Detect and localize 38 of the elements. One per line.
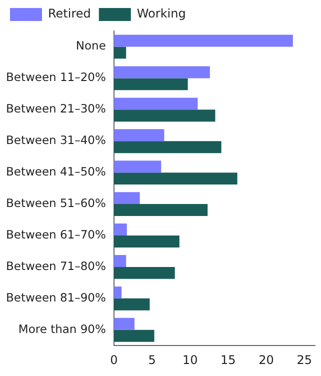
x-tick-label: 10 bbox=[182, 352, 198, 367]
bar bbox=[114, 286, 122, 298]
bar bbox=[114, 204, 208, 216]
y-tick-label: Between 31–40% bbox=[6, 133, 106, 148]
bar bbox=[114, 78, 188, 90]
bar bbox=[114, 110, 216, 122]
bar bbox=[114, 34, 293, 47]
y-tick-label: Between 21–30% bbox=[6, 102, 106, 116]
bar bbox=[114, 330, 154, 342]
bar bbox=[114, 141, 222, 154]
bar bbox=[114, 172, 238, 185]
y-tick-label: Between 71–80% bbox=[6, 258, 106, 273]
y-tick-label: Between 81–90% bbox=[6, 290, 106, 304]
x-tick-label: 5 bbox=[148, 352, 156, 367]
bar bbox=[114, 160, 162, 173]
legend-label: Retired bbox=[48, 6, 91, 21]
x-tick-label: 0 bbox=[110, 352, 118, 367]
bar bbox=[114, 192, 140, 204]
bar bbox=[114, 98, 198, 110]
x-tick-label: 15 bbox=[220, 352, 236, 367]
y-tick-label: More than 90% bbox=[18, 322, 106, 336]
bar bbox=[114, 129, 164, 142]
y-tick-label: Between 61–70% bbox=[6, 227, 106, 242]
bar bbox=[114, 224, 127, 236]
bar bbox=[114, 66, 210, 78]
x-tick-label: 20 bbox=[258, 352, 274, 367]
y-tick-label: None bbox=[76, 38, 106, 53]
bar bbox=[114, 235, 180, 248]
bar bbox=[114, 254, 126, 267]
y-tick-label: Between 11–20% bbox=[6, 70, 106, 84]
bar bbox=[114, 298, 150, 310]
legend-label: Working bbox=[136, 6, 186, 21]
x-tick-label: 25 bbox=[296, 352, 312, 367]
bar bbox=[114, 266, 175, 279]
bar bbox=[114, 46, 126, 59]
y-tick-label: Between 51–60% bbox=[6, 196, 106, 210]
bar bbox=[114, 318, 134, 330]
y-tick-label: Between 41–50% bbox=[6, 164, 106, 179]
